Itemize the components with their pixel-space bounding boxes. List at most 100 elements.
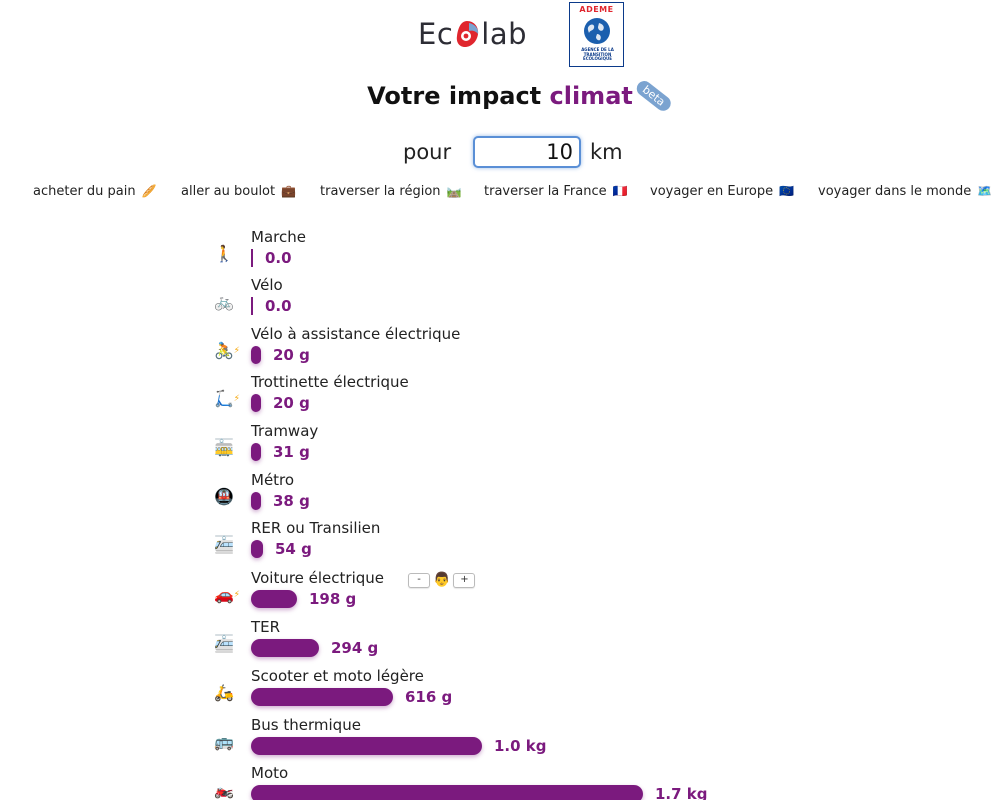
preset-bread[interactable]: acheter du pain 🥖	[33, 184, 157, 199]
preset-france[interactable]: traverser la France 🇫🇷	[484, 184, 628, 199]
impact-bar	[251, 785, 643, 800]
impact-value: 31 g	[273, 443, 310, 461]
mode-name: Métro	[251, 471, 295, 489]
add-passenger-button[interactable]: +	[453, 572, 476, 588]
remove-passenger-button[interactable]: -	[408, 572, 430, 588]
mode-name: Marche	[251, 228, 306, 246]
impact-value: 54 g	[275, 540, 312, 558]
header: Ec lab ADEME AGENCE DE LA TRANSITION ÉCO…	[0, 0, 1000, 70]
mode-name: TER	[251, 618, 281, 636]
impact-bar	[251, 249, 253, 267]
motorcycle-icon: 🏍️	[214, 780, 234, 799]
passenger-control: - 👨 +	[408, 571, 476, 589]
mode-row: 🚈 TER 294 g	[0, 618, 1000, 664]
preset-label: voyager en Europe	[650, 184, 774, 199]
bicycle-icon: 🚲	[214, 292, 234, 311]
mode-row: 🚶 Marche 0.0	[0, 228, 1000, 274]
impact-value: 1.7 kg	[655, 785, 708, 800]
impact-bar	[251, 297, 253, 315]
mode-row: 🚌 Bus thermique 1.0 kg	[0, 716, 1000, 762]
logo-text-left: Ec	[418, 17, 454, 51]
scooter-icon: 🛴 ⚡	[214, 389, 240, 408]
ecolab-logo[interactable]: Ec lab	[418, 14, 527, 54]
preset-work[interactable]: aller au boulot 💼	[181, 184, 296, 199]
preset-label: traverser la région	[320, 184, 441, 199]
impact-value: 1.0 kg	[494, 737, 547, 755]
impact-bar	[251, 346, 261, 364]
impact-bar	[251, 394, 261, 412]
preset-list: acheter du pain 🥖 aller au boulot 💼 trav…	[0, 184, 1000, 204]
preset-label: aller au boulot	[181, 184, 276, 199]
preset-label: acheter du pain	[33, 184, 136, 199]
impact-bar	[251, 688, 393, 706]
train-icon: 🚈	[214, 535, 234, 554]
briefcase-icon: 💼	[281, 184, 297, 198]
impact-value: 294 g	[331, 639, 379, 657]
distance-input[interactable]	[473, 136, 581, 168]
ecolab-drop-icon	[454, 19, 480, 49]
impact-value: 0.0	[265, 297, 292, 315]
car-icon: 🚗 ⚡	[214, 585, 240, 604]
mode-name: Voiture électrique	[251, 569, 385, 587]
preset-label: voyager dans le monde	[818, 184, 972, 199]
motor-scooter-icon: 🛵	[214, 683, 234, 702]
impact-value: 20 g	[273, 394, 310, 412]
mode-row: 🚈 RER ou Transilien 54 g	[0, 519, 1000, 565]
impact-value: 20 g	[273, 346, 310, 364]
preset-region[interactable]: traverser la région 🛤️	[320, 184, 462, 199]
impact-value: 616 g	[405, 688, 453, 706]
mode-row: 🚋 Tramway 31 g	[0, 422, 1000, 468]
lightning-icon: ⚡	[233, 590, 240, 600]
mode-name: RER ou Transilien	[251, 519, 381, 537]
ademe-title: ADEME	[579, 5, 614, 14]
mode-row: 🚗 ⚡ Voiture électrique 198 g - 👨 +	[0, 569, 1000, 615]
mode-row: 🛴 ⚡ Trottinette électrique 20 g	[0, 373, 1000, 419]
preset-europe[interactable]: voyager en Europe 🇪🇺	[650, 184, 794, 199]
impact-bar	[251, 590, 297, 608]
mode-name: Scooter et moto légère	[251, 667, 424, 685]
distance-prefix: pour	[403, 140, 452, 164]
title-accent: climat	[549, 82, 633, 110]
preset-label: traverser la France	[484, 184, 607, 199]
impact-value: 38 g	[273, 492, 310, 510]
page-title: Votre impact climat	[367, 82, 633, 110]
cyclist-icon: 🚴 ⚡	[214, 341, 240, 360]
impact-bar	[251, 492, 261, 510]
logo-text-right: lab	[481, 17, 528, 51]
metro-icon: 🚇	[214, 487, 234, 506]
train-icon: 🚈	[214, 634, 234, 653]
impact-value: 198 g	[309, 590, 357, 608]
eu-flag-icon: 🇪🇺	[779, 184, 795, 198]
mode-name: Tramway	[251, 422, 319, 440]
ademe-subtitle: AGENCE DE LA TRANSITION ÉCOLOGIQUE	[581, 47, 614, 62]
railway-icon: 🛤️	[446, 184, 462, 198]
world-map-icon: 🗺️	[977, 184, 993, 198]
mode-row: 🚴 ⚡ Vélo à assistance électrique 20 g	[0, 325, 1000, 371]
lightning-icon: ⚡	[233, 346, 240, 356]
person-walking-icon: 🚶	[214, 244, 234, 263]
preset-world[interactable]: voyager dans le monde 🗺️	[818, 184, 992, 199]
passenger-icon: 👨	[433, 572, 451, 588]
mode-name: Moto	[251, 764, 289, 782]
mode-row: 🏍️ Moto 1.7 kg	[0, 764, 1000, 800]
tram-icon: 🚋	[214, 438, 234, 457]
ademe-logo[interactable]: ADEME AGENCE DE LA TRANSITION ÉCOLOGIQUE	[569, 2, 624, 67]
distance-unit: km	[590, 140, 623, 164]
impact-bar	[251, 737, 482, 755]
impact-bar	[251, 443, 261, 461]
mode-row: 🚲 Vélo 0.0	[0, 276, 1000, 322]
mode-row: 🚇 Métro 38 g	[0, 471, 1000, 517]
impact-bar	[251, 639, 319, 657]
bus-icon: 🚌	[214, 732, 234, 751]
mode-name: Bus thermique	[251, 716, 361, 734]
title-prefix: Votre impact	[367, 82, 542, 110]
mode-name: Vélo	[251, 276, 283, 294]
france-flag-icon: 🇫🇷	[612, 184, 628, 198]
mode-row: 🛵 Scooter et moto légère 616 g	[0, 667, 1000, 713]
distance-row: pour km	[0, 136, 1000, 170]
impact-bar	[251, 540, 263, 558]
impact-value: 0.0	[265, 249, 292, 267]
title-wrap: Votre impact climat	[0, 82, 1000, 110]
mode-name: Trottinette électrique	[251, 373, 409, 391]
baguette-icon: 🥖	[141, 184, 157, 198]
